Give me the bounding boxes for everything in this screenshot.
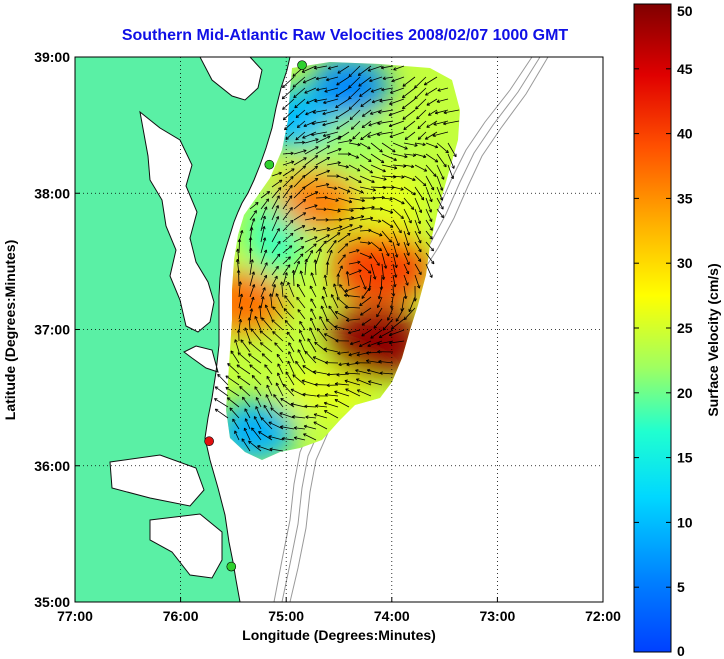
colorbar-tick-label: 15 <box>677 450 693 466</box>
x-tick-label: 74:00 <box>374 608 410 624</box>
colorbar-tick-label: 45 <box>677 61 693 77</box>
radar-station-active <box>264 159 275 170</box>
y-tick-label: 36:00 <box>34 458 70 474</box>
x-tick-label: 77:00 <box>57 608 93 624</box>
radar-station-active <box>226 561 237 572</box>
y-tick-label: 35:00 <box>34 594 70 610</box>
velocity-field <box>226 62 460 460</box>
x-axis-ticks: 77:00 76:00 75:00 74:00 73:00 72:00 <box>57 597 621 624</box>
colorbar-tick-label: 40 <box>677 126 693 142</box>
velocity-vectors <box>214 65 460 452</box>
colorbar <box>633 3 672 653</box>
x-tick-label: 75:00 <box>268 608 304 624</box>
colorbar-tick-label: 25 <box>677 320 693 336</box>
map-title: Southern Mid-Atlantic Raw Velocities 200… <box>122 27 569 44</box>
y-axis-label: Latitude (Degrees:Minutes) <box>2 240 18 420</box>
radar-station-active <box>297 60 307 70</box>
x-axis-label: Longitude (Degrees:Minutes) <box>242 627 436 643</box>
colorbar-tick-label: 10 <box>677 514 693 530</box>
colorbar-tick-label: 5 <box>677 579 685 595</box>
colorbar-ticks: 0 5 10 15 20 25 30 35 40 45 50 <box>634 3 693 659</box>
colorbar-tick-label: 0 <box>677 643 685 659</box>
colorbar-tick-label: 30 <box>677 255 693 271</box>
x-tick-label: 76:00 <box>163 608 199 624</box>
colorbar-tick-label: 20 <box>677 385 693 401</box>
y-tick-label: 38:00 <box>34 185 70 201</box>
grid-lines <box>75 57 603 602</box>
y-tick-label: 39:00 <box>34 49 70 65</box>
x-tick-label: 72:00 <box>585 608 621 624</box>
land-area <box>75 57 291 602</box>
x-tick-label: 73:00 <box>479 608 515 624</box>
y-tick-label: 37:00 <box>34 322 70 338</box>
radar-station-inactive <box>204 436 214 447</box>
colorbar-label: Surface Velocity (cm/s) <box>705 263 721 416</box>
colorbar-tick-label: 35 <box>677 190 693 206</box>
radar-stations <box>204 60 307 572</box>
y-axis-ticks: 35:00 36:00 37:00 38:00 39:00 <box>34 49 80 610</box>
colorbar-tick-label: 50 <box>677 3 693 19</box>
